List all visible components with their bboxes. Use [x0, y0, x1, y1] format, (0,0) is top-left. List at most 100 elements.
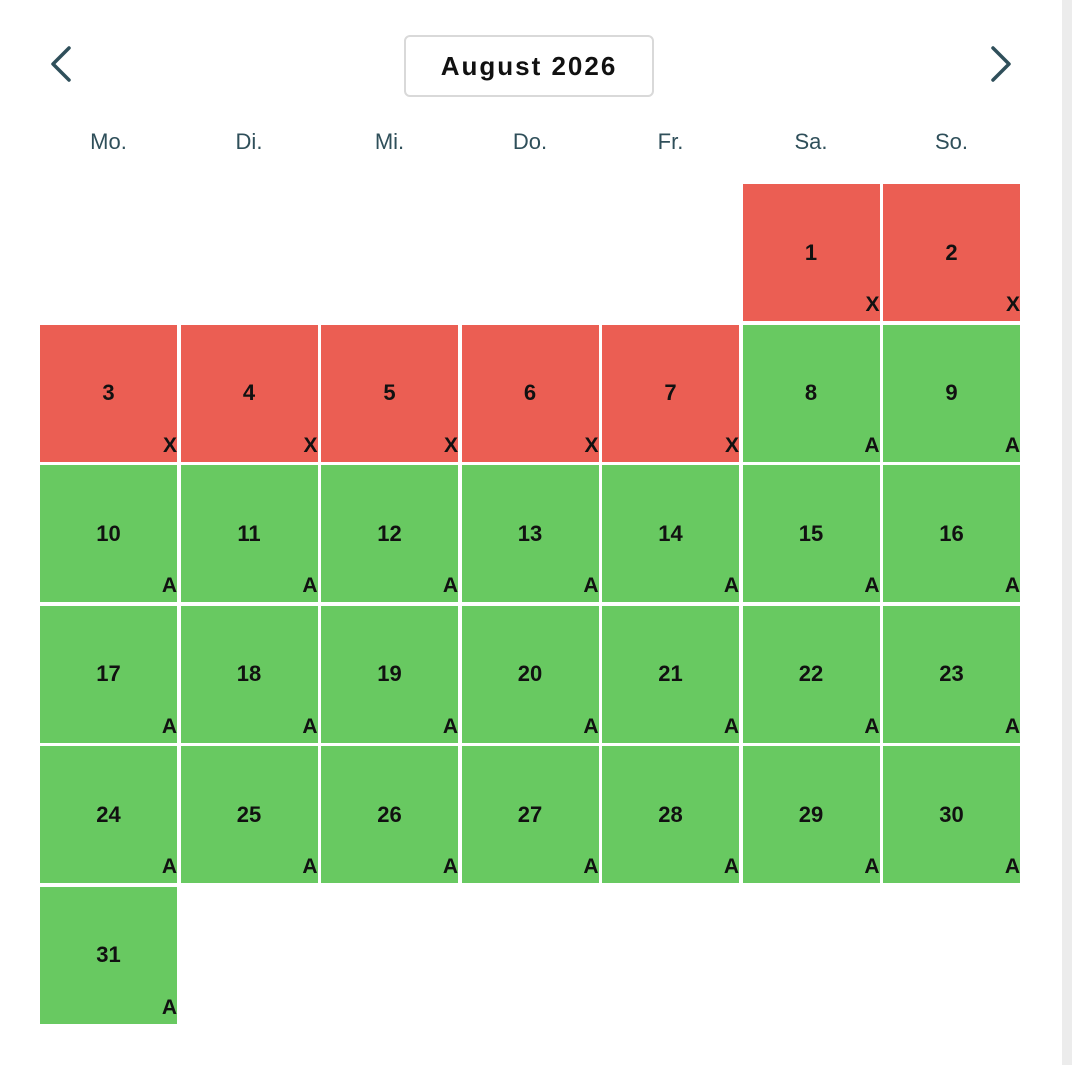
scrollbar-track[interactable]: [1062, 0, 1072, 1065]
day-status-marker: A: [1004, 714, 1020, 738]
day-number: 28: [658, 801, 683, 827]
day-number: 14: [658, 520, 683, 546]
calendar-day[interactable]: 12 A: [321, 465, 458, 602]
day-number: 18: [236, 661, 262, 686]
day-status-marker: X: [443, 433, 458, 457]
calendar-day[interactable]: 23 A: [883, 605, 1020, 743]
day-status-marker: A: [161, 855, 177, 878]
day-status-marker: A: [864, 714, 880, 738]
day-number: 6: [523, 380, 537, 405]
day-status-marker: X: [584, 433, 599, 457]
day-status-marker: A: [583, 714, 599, 738]
calendar-day[interactable]: 17 A: [40, 605, 177, 743]
day-status-marker: A: [1004, 855, 1020, 878]
day-number: 21: [658, 661, 683, 686]
weekday-label: So.: [934, 129, 969, 154]
day-status-marker: A: [161, 995, 177, 1019]
day-number: 20: [517, 661, 543, 686]
calendar-day[interactable]: 31 A: [40, 886, 177, 1024]
day-status-marker: A: [723, 714, 739, 738]
day-status-marker: A: [442, 714, 458, 738]
day-status-marker: A: [161, 574, 177, 597]
calendar-day[interactable]: 20 A: [461, 605, 599, 743]
day-number: 8: [804, 380, 818, 405]
weekday-label: Mo.: [90, 129, 127, 154]
day-status-marker: X: [1005, 293, 1020, 316]
next-month-button[interactable]: [978, 40, 1024, 88]
calendar-day[interactable]: 10 A: [40, 465, 177, 602]
day-number: 26: [377, 801, 402, 827]
day-status-marker: A: [1004, 433, 1020, 457]
calendar-day[interactable]: 24 A: [40, 746, 177, 883]
calendar-day[interactable]: 14 A: [602, 465, 739, 602]
day-number: 19: [377, 661, 402, 686]
calendar-day[interactable]: 18 A: [180, 605, 318, 743]
calendar-day[interactable]: 30 A: [883, 746, 1020, 883]
day-status-marker: A: [723, 855, 739, 878]
calendar-day[interactable]: 27 A: [461, 746, 599, 883]
day-number: 30: [939, 801, 964, 827]
day-number: 29: [798, 801, 824, 827]
weekday-label: Sa.: [794, 129, 828, 154]
day-number: 13: [517, 520, 543, 546]
chevron-left-icon: [51, 46, 71, 82]
day-status-marker: A: [442, 574, 458, 597]
calendar-day[interactable]: 15 A: [742, 465, 880, 602]
day-status-marker: A: [161, 714, 177, 738]
calendar-grid: 1 X 2 X 3 X 4 X 5 X 6 X 7 X 8 A 9 A 10 A 11 A 12 A 13 A 14 A 15 A 16 A 1…: [40, 184, 1021, 1026]
chevron-right-icon: [991, 46, 1011, 82]
calendar-day[interactable]: 29 A: [742, 746, 880, 883]
day-number: 15: [798, 520, 824, 546]
day-status-marker: A: [1004, 574, 1020, 597]
day-number: 3: [102, 380, 115, 405]
calendar-day[interactable]: 25 A: [180, 746, 318, 883]
calendar-day[interactable]: 21 A: [602, 605, 739, 743]
day-number: 11: [237, 520, 261, 546]
day-number: 7: [664, 380, 677, 405]
day-number: 2: [945, 239, 958, 265]
calendar-day[interactable]: 28 A: [602, 746, 739, 883]
calendar-day[interactable]: 11 A: [180, 465, 318, 602]
calendar-day[interactable]: 16 A: [883, 465, 1020, 602]
day-status-marker: A: [864, 433, 880, 457]
day-status-marker: A: [442, 855, 458, 878]
day-status-marker: X: [865, 293, 880, 316]
day-number: 22: [798, 661, 824, 686]
day-number: 10: [96, 520, 121, 546]
calendar-day[interactable]: 22 A: [742, 605, 880, 743]
day-status-marker: A: [864, 855, 880, 878]
weekday-label: Di.: [235, 129, 263, 154]
day-status-marker: A: [723, 574, 739, 597]
weekday-label: Do.: [512, 129, 548, 154]
calendar-day[interactable]: 19 A: [321, 605, 458, 743]
day-number: 4: [242, 380, 256, 405]
calendar-day[interactable]: 13 A: [461, 465, 599, 602]
calendar-day[interactable]: 26 A: [321, 746, 458, 883]
day-number: 17: [96, 661, 121, 686]
day-status-marker: X: [724, 433, 739, 457]
month-title-button[interactable]: August 2026: [404, 35, 654, 97]
day-status-marker: X: [303, 433, 318, 457]
prev-month-button[interactable]: [38, 40, 84, 88]
day-number: 23: [939, 661, 964, 686]
day-number: 27: [517, 801, 543, 827]
day-status-marker: A: [302, 855, 318, 878]
weekday-header-row: Mo. Di. Mi. Do. Fr. Sa. So.: [40, 122, 1021, 162]
day-status-marker: A: [302, 714, 318, 738]
weekday-label: Fr.: [657, 129, 684, 154]
weekday-label: Mi.: [374, 129, 405, 154]
day-number: 16: [939, 520, 964, 546]
day-number: 24: [96, 801, 121, 827]
day-status-marker: A: [583, 574, 599, 597]
day-number: 5: [383, 380, 396, 405]
day-number: 1: [804, 239, 818, 265]
